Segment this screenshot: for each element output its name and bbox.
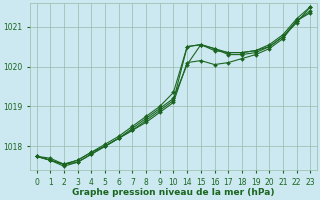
X-axis label: Graphe pression niveau de la mer (hPa): Graphe pression niveau de la mer (hPa) bbox=[72, 188, 275, 197]
